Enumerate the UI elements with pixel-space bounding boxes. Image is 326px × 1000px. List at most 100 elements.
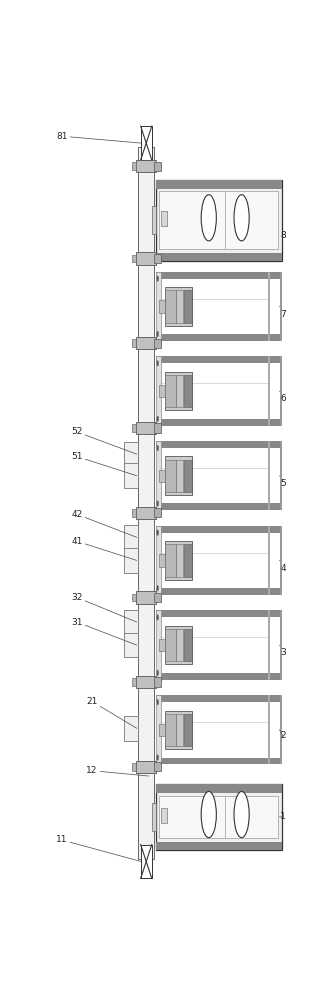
Bar: [156, 356, 282, 363]
Bar: [156, 842, 282, 850]
Text: 51: 51: [71, 452, 137, 476]
Bar: [165, 541, 192, 580]
Bar: [132, 763, 136, 771]
Bar: [268, 526, 270, 595]
Circle shape: [157, 530, 159, 536]
Text: 7: 7: [279, 306, 286, 319]
Bar: [280, 441, 282, 510]
Bar: [176, 375, 183, 407]
Bar: [156, 503, 282, 510]
Bar: [156, 526, 282, 533]
Bar: [176, 629, 183, 661]
Bar: [165, 290, 176, 323]
Bar: [280, 526, 282, 595]
Bar: [156, 784, 282, 793]
Bar: [156, 610, 161, 680]
Bar: [176, 460, 183, 492]
Circle shape: [234, 791, 249, 838]
Text: 5: 5: [279, 476, 286, 488]
Bar: [165, 287, 192, 326]
Circle shape: [234, 195, 249, 241]
Bar: [155, 762, 161, 771]
Text: 1: 1: [279, 812, 286, 821]
Bar: [165, 375, 176, 407]
Bar: [165, 460, 176, 492]
Bar: [141, 126, 152, 160]
Bar: [280, 610, 282, 680]
Bar: [136, 761, 156, 773]
Bar: [124, 716, 138, 741]
Bar: [136, 676, 156, 688]
Bar: [136, 507, 156, 519]
Circle shape: [157, 754, 159, 761]
Bar: [159, 385, 165, 397]
Bar: [268, 695, 270, 764]
Bar: [268, 272, 270, 341]
Bar: [280, 272, 282, 341]
Bar: [156, 272, 161, 341]
Circle shape: [157, 276, 159, 282]
Bar: [184, 544, 191, 577]
Bar: [124, 610, 138, 634]
Bar: [156, 356, 161, 426]
Text: 31: 31: [71, 618, 137, 645]
Bar: [124, 463, 138, 488]
Bar: [132, 339, 136, 347]
Bar: [156, 180, 282, 189]
Text: 41: 41: [71, 537, 137, 560]
Circle shape: [157, 500, 159, 507]
Text: 4: 4: [279, 560, 286, 573]
Text: 11: 11: [56, 835, 141, 862]
Bar: [159, 796, 278, 838]
Bar: [176, 290, 183, 323]
Bar: [136, 160, 156, 172]
Bar: [124, 633, 138, 657]
Bar: [124, 548, 138, 573]
Circle shape: [201, 195, 216, 241]
Bar: [155, 162, 161, 171]
Bar: [156, 272, 282, 279]
Circle shape: [157, 670, 159, 676]
Bar: [184, 714, 191, 746]
Bar: [268, 610, 270, 680]
Text: 52: 52: [71, 427, 137, 454]
Bar: [268, 441, 270, 510]
Bar: [132, 509, 136, 517]
Bar: [152, 206, 156, 234]
Bar: [132, 424, 136, 432]
Bar: [132, 594, 136, 601]
Bar: [184, 375, 191, 407]
Circle shape: [157, 360, 159, 366]
Bar: [155, 254, 161, 263]
Bar: [155, 423, 161, 433]
Bar: [184, 290, 191, 323]
Circle shape: [157, 585, 159, 591]
Text: 12: 12: [86, 766, 149, 776]
Bar: [165, 456, 192, 495]
Bar: [159, 724, 165, 736]
Circle shape: [157, 699, 159, 705]
Bar: [156, 588, 282, 595]
Bar: [165, 711, 192, 749]
Bar: [136, 422, 156, 434]
Bar: [184, 629, 191, 661]
Bar: [136, 591, 156, 604]
Bar: [280, 695, 282, 764]
Circle shape: [157, 416, 159, 422]
Text: 3: 3: [279, 645, 286, 657]
Bar: [124, 442, 138, 467]
Bar: [268, 356, 270, 426]
Bar: [152, 803, 156, 831]
Text: 2: 2: [279, 730, 286, 740]
Circle shape: [157, 614, 159, 620]
Bar: [161, 211, 167, 226]
Text: 8: 8: [250, 205, 286, 240]
Bar: [156, 695, 161, 764]
Bar: [165, 544, 176, 577]
Text: 21: 21: [86, 697, 137, 728]
Text: 81: 81: [56, 132, 141, 143]
Bar: [176, 544, 183, 577]
Bar: [159, 639, 165, 651]
Bar: [165, 626, 192, 664]
Bar: [159, 470, 165, 482]
